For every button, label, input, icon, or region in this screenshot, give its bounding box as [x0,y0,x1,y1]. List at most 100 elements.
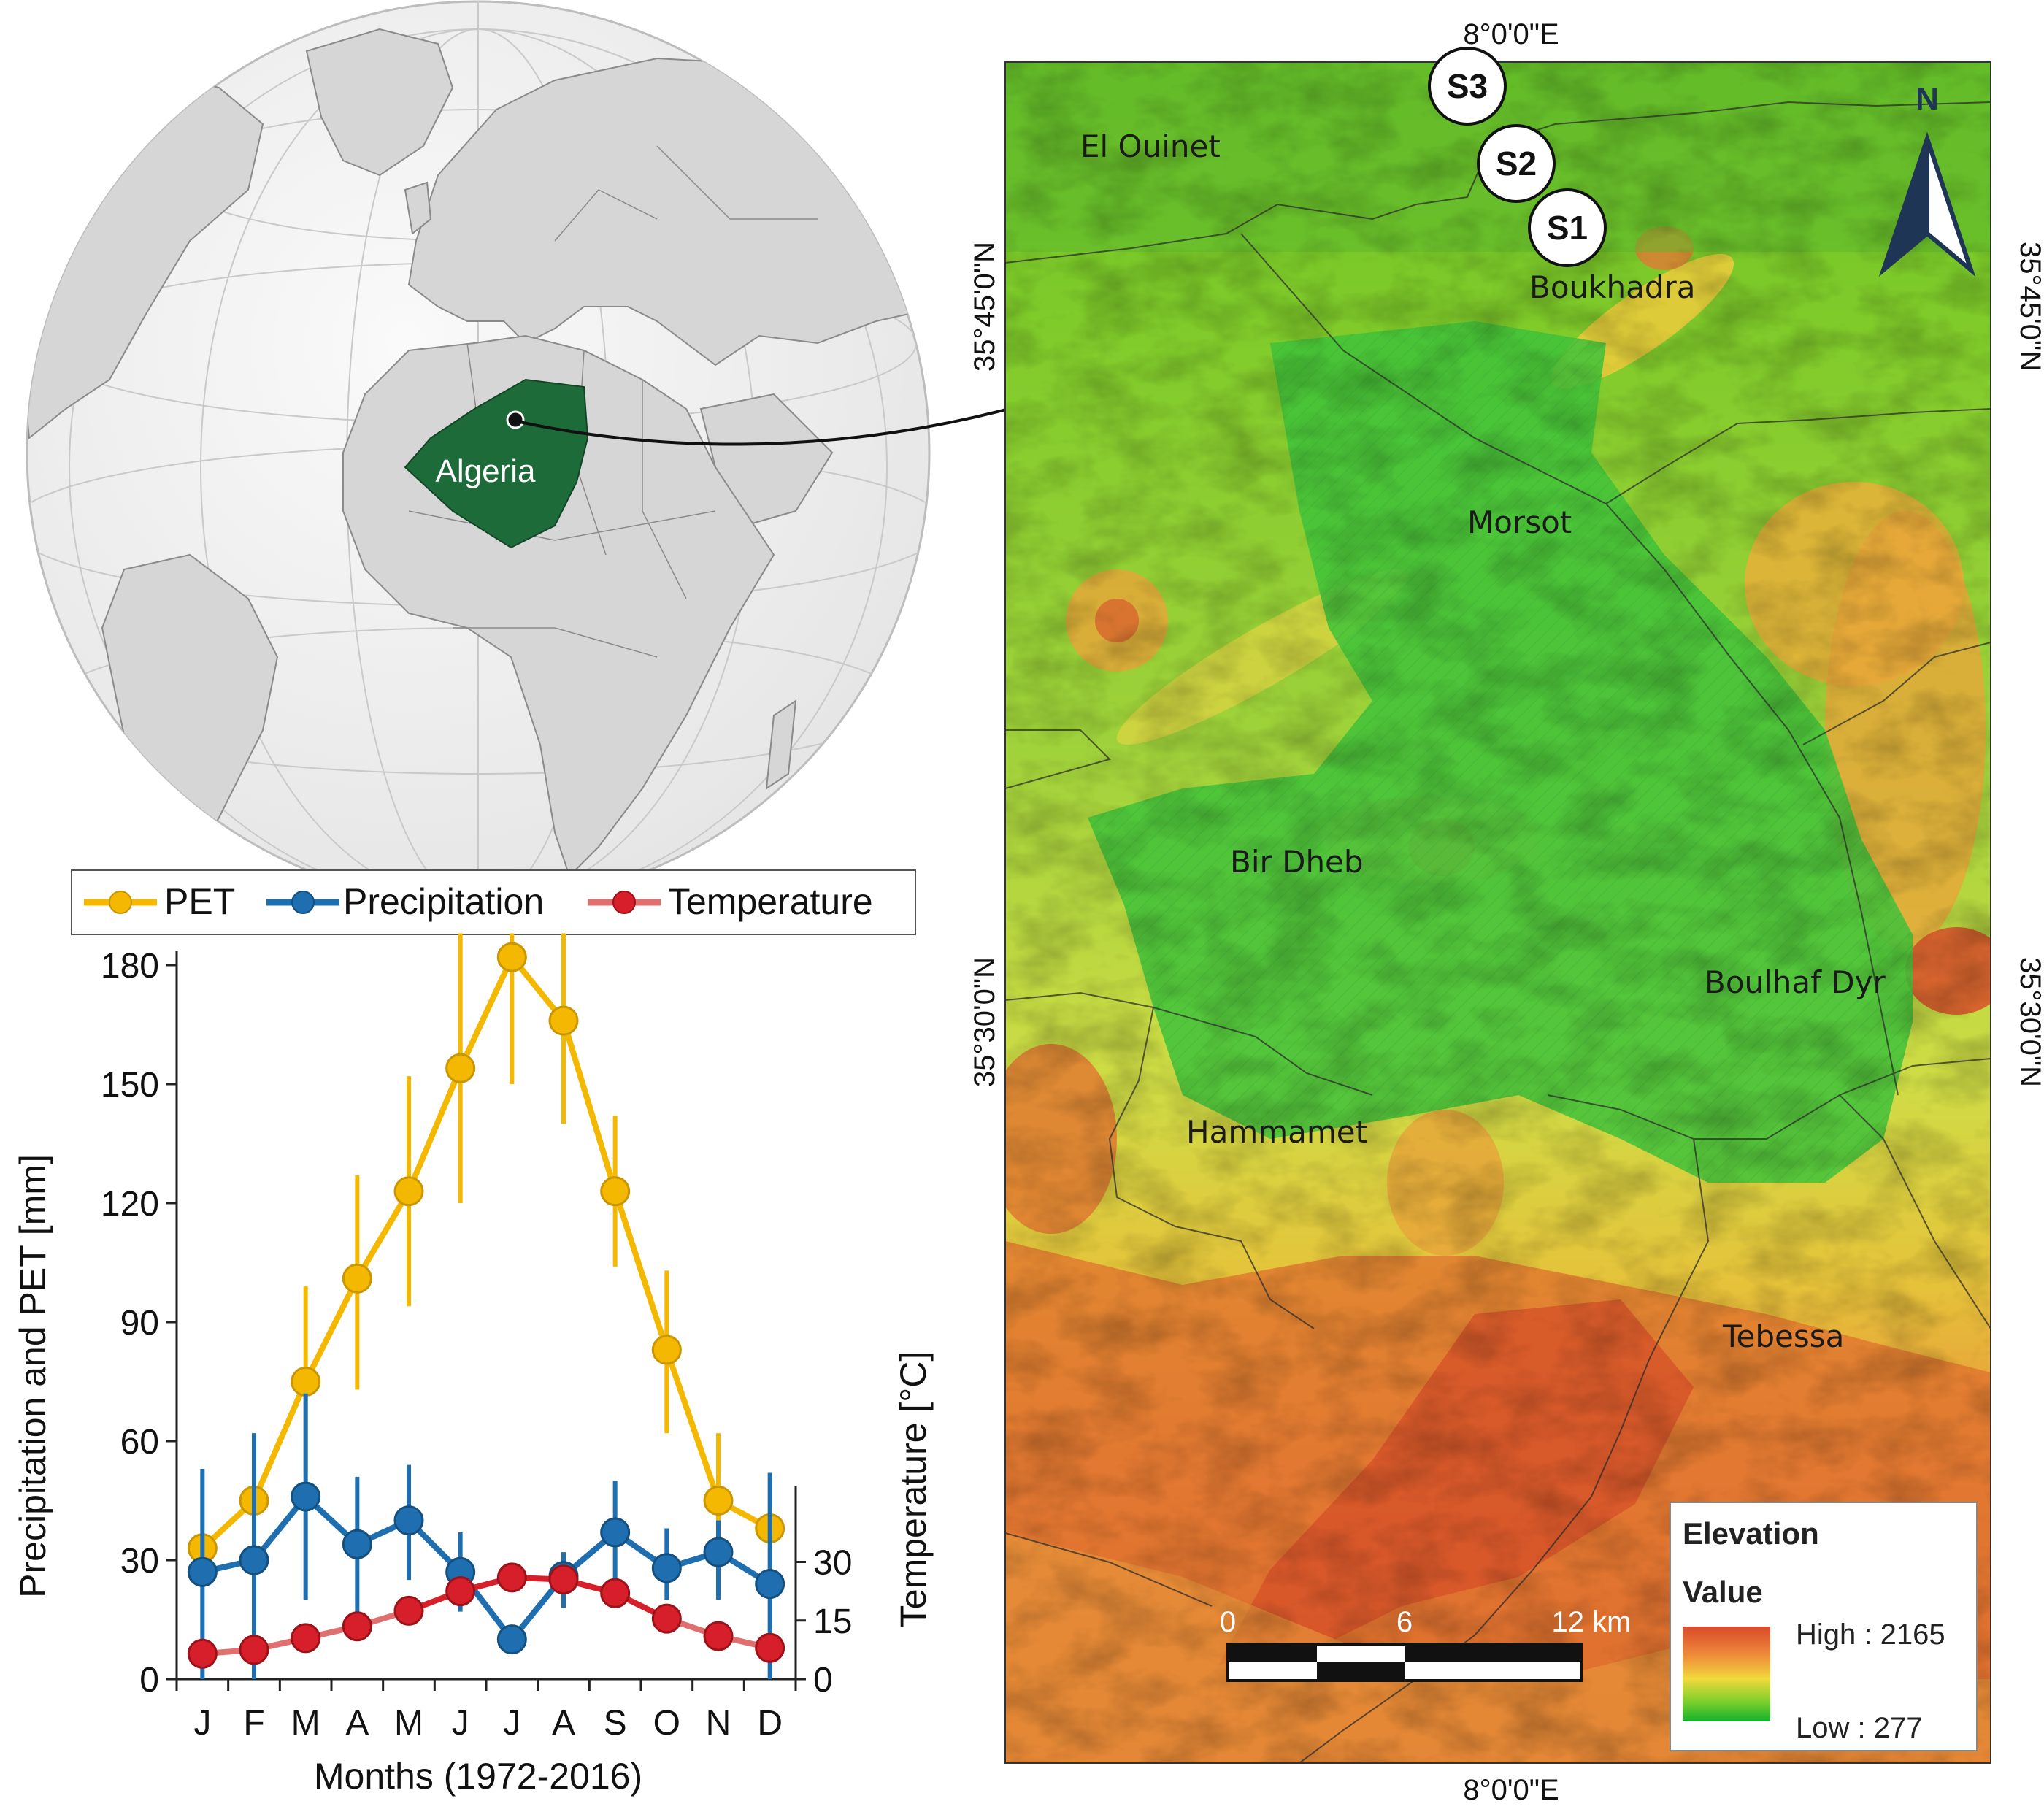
pet-point-6 [496,942,527,972]
temperature-point-8 [600,1578,631,1608]
x-tick-label-9: O [653,1704,680,1743]
globe-inset: Algeria [26,0,931,876]
boundary-lines [1005,101,1991,1763]
precipitation-point-11 [755,1569,785,1600]
pet-point-10 [703,1486,734,1516]
pet-point-4 [393,1176,424,1207]
chart-legend: PET Precipitation Temperature [71,869,916,935]
place-labels: El Ouinet Boukhadra Morsot Bir Dheb Boul… [1080,128,1886,1354]
legend-label-precipitation: Precipitation [343,881,544,922]
temperature-point-6 [496,1562,527,1593]
station-s2-marker [1477,124,1556,203]
elevation-raster [1005,62,1991,1763]
precipitation-point-8 [600,1517,631,1548]
legend-color-ramp [1683,1627,1770,1721]
pet-line [200,954,772,1551]
pet-point-3 [342,1263,372,1294]
precipitation-point-1 [239,1545,269,1575]
bottom-longitude-label: 8°0'0"E [1463,1774,1559,1806]
pet-point-2 [291,1367,321,1397]
precipitation-line [201,1494,772,1643]
precipitation-point-9 [651,1553,682,1583]
climate-chart: PET Precipitation Temperature 0 30 60 90 120… [12,869,934,1797]
place-boulhaf-dyr: Boulhaf Dyr [1705,964,1886,1000]
study-area-dot [506,410,525,429]
scale-tick-6: 6 [1396,1606,1413,1638]
temperature-point-2 [291,1623,321,1654]
y-axis-label: Precipitation and PET [mm] [12,1154,53,1598]
temperature-point-5 [445,1576,476,1607]
legend-high: High : 2165 [1796,1619,1945,1651]
scale-tick-12: 12 km [1552,1606,1632,1638]
y-tick-label-0: 0 [139,1661,159,1700]
precipitation-point-4 [393,1505,424,1536]
pet-point-8 [600,1176,631,1207]
place-bir-dheb: Bir Dheb [1230,844,1364,880]
precipitation-point-3 [342,1529,372,1559]
y-tick-label-90: 90 [120,1304,159,1343]
scale-tick-0: 0 [1220,1606,1236,1638]
place-el-ouinet: El Ouinet [1080,128,1221,164]
x-tick-label-2: M [291,1704,320,1743]
station-s1-marker [1528,188,1607,267]
legend-subtitle: Value [1683,1575,1763,1609]
left-latitude-top: 35°45'0"N [969,242,1001,372]
temperature-point-4 [393,1595,424,1626]
legend-box [71,869,916,935]
temperature-point-3 [342,1611,372,1642]
top-longitude-label: 8°0'0"E [1463,18,1559,50]
place-morsot: Morsot [1467,504,1572,540]
temperature-point-10 [703,1621,734,1651]
x-tick-label-1: F [243,1704,264,1743]
station-s3-marker [1428,47,1507,126]
station-s2-label: S2 [1496,145,1537,183]
y-tick-label-60: 60 [120,1423,159,1462]
legend-low: Low : 277 [1796,1712,1922,1744]
algeria-label: Algeria [436,453,536,489]
x-tick-label-8: S [604,1704,627,1743]
x-tick-label-5: J [452,1704,469,1743]
station-s1-label: S1 [1547,209,1588,247]
pet-point-9 [651,1335,682,1365]
legend-marker-temperature [612,891,636,914]
x-tick-label-11: D [757,1704,783,1743]
y-tick-label-150: 150 [101,1066,159,1105]
temperature-point-0 [187,1638,218,1669]
precipitation-point-6 [496,1624,527,1655]
x-tick-label-4: M [394,1704,423,1743]
y-tick-label-180: 180 [101,947,159,986]
temperature-point-11 [755,1632,785,1663]
precipitation-point-0 [187,1556,218,1587]
y2-tick-label-30: 30 [813,1544,852,1583]
pet-point-5 [445,1053,476,1083]
legend-marker-precipitation [291,891,315,914]
right-latitude-bottom: 35°30'0"N [2014,957,2044,1087]
legend-label-pet: PET [164,881,235,922]
place-hammamet: Hammamet [1186,1114,1367,1150]
left-latitude-bottom: 35°30'0"N [969,957,1001,1087]
station-markers: S3 S2 S1 [1428,47,1607,267]
north-arrow: N [1878,81,1976,277]
precipitation-point-10 [703,1537,734,1567]
place-tebessa: Tebessa [1722,1318,1844,1354]
legend-marker-pet [109,891,132,914]
legend-label-temperature: Temperature [668,881,873,922]
x-tick-label-0: J [193,1704,211,1743]
north-label: N [1916,81,1939,117]
temperature-point-7 [548,1564,579,1595]
y2-tick-label-15: 15 [813,1602,852,1641]
y-tick-label-120: 120 [101,1185,159,1224]
temperature-point-9 [651,1603,682,1634]
chart-series [187,933,785,1679]
pet-point-7 [548,1005,579,1036]
legend-title: Elevation [1683,1516,1819,1551]
y2-tick-label-0: 0 [813,1661,833,1700]
y-tick-label-30: 30 [120,1542,159,1581]
elevation-legend: Elevation Value High : 2165 Low : 277 [1670,1502,1978,1751]
x-tick-label-3: A [345,1704,369,1743]
x-tick-label-10: N [706,1704,731,1743]
right-latitude-top: 35°45'0"N [2014,242,2044,372]
x-tick-label-6: J [503,1704,520,1743]
precipitation-point-2 [291,1481,321,1512]
